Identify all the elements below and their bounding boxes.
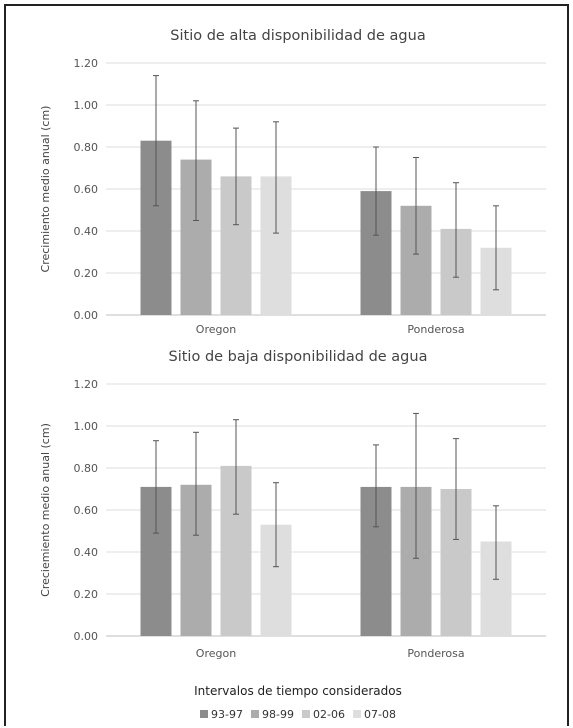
y-tick-label: 0.00 [74,309,99,322]
legend-title: Intervalos de tiempo considerados [194,684,402,698]
y-tick-label: 0.20 [74,267,99,280]
category-label: Ponderosa [407,647,464,660]
legend-swatch-07-08 [353,710,361,718]
legend-label: 02-06 [313,708,345,721]
legend-label: 98-99 [262,708,294,721]
y-axis-label: Creciemiento medio anual (cm) [39,423,52,597]
chart-canvas: Sitio de alta disponibilidad de agua Crec… [39,28,546,721]
y-tick-label: 0.80 [74,462,99,475]
category-label: Oregon [196,647,236,660]
chart-title: Sitio de baja disponibilidad de agua [169,349,428,365]
y-tick-label: 0.20 [74,588,99,601]
y-tick-label: 0.60 [74,504,99,517]
y-tick-label: 0.80 [74,141,99,154]
y-tick-label: 0.60 [74,183,99,196]
y-tick-label: 0.00 [74,630,99,643]
chart-panel-low-water: Sitio de baja disponibilidad de agua Crec… [39,349,546,660]
category-label: Oregon [196,323,236,336]
category-label: Ponderosa [407,323,464,336]
y-tick-label: 1.00 [74,99,99,112]
legend-label: 07-08 [364,708,396,721]
legend-swatch-93-97 [200,710,208,718]
y-tick-label: 0.40 [74,225,99,238]
legend-items: 93-97 98-99 02-06 07-08 [200,708,396,721]
legend-swatch-98-99 [251,710,259,718]
legend: Intervalos de tiempo considerados 93-97 9… [194,684,402,721]
y-tick-label: 1.00 [74,420,99,433]
chart-panel-high-water: Sitio de alta disponibilidad de agua Crec… [39,28,546,336]
legend-swatch-02-06 [302,710,310,718]
y-axis-label: Crecimiento medio anual (cm) [39,106,52,273]
y-tick-label: 0.40 [74,546,99,559]
chart-title: Sitio de alta disponibilidad de agua [170,28,425,44]
y-tick-label: 1.20 [74,378,99,391]
legend-label: 93-97 [211,708,243,721]
y-tick-label: 1.20 [74,57,99,70]
figure-frame: Sitio de alta disponibilidad de agua Crec… [4,4,569,726]
